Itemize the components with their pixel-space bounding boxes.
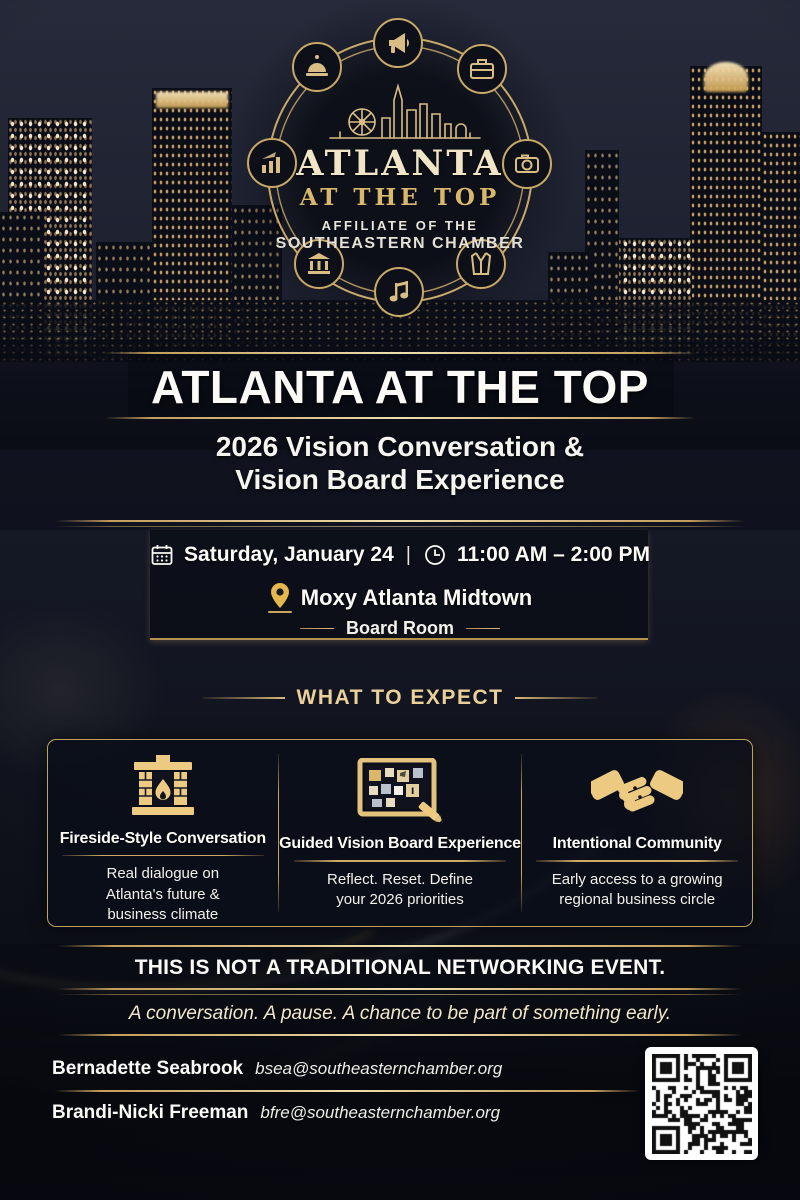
- svg-text:I: I: [411, 787, 414, 797]
- expect-panel: Fireside-Style Conversation Real dialogu…: [47, 739, 753, 927]
- expect-item-title: Guided Vision Board Experience: [279, 835, 521, 852]
- panel-divider: [277, 754, 280, 912]
- contact-name: Brandi-Nicki Freeman: [52, 1102, 249, 1123]
- event-date: Saturday, January 24: [184, 543, 394, 566]
- expect-item-title: Fireside-Style Conversation: [59, 829, 266, 847]
- handshake-icon: [591, 753, 684, 829]
- fireplace-icon: [127, 753, 199, 824]
- divider-line: [56, 526, 744, 527]
- subtitle-line2: Vision Board Experience: [235, 464, 565, 496]
- panel-divider: [520, 754, 523, 912]
- what-to-expect-heading: WHAT TO EXPECT: [0, 686, 800, 710]
- building-crown: [704, 62, 748, 92]
- bank-icon: [294, 239, 344, 289]
- title-underline: [61, 854, 264, 856]
- location-pin-icon: [267, 582, 292, 613]
- badge-affiliate-line2: SOUTHEASTERN CHAMBER: [275, 235, 525, 253]
- clock-icon: [425, 545, 445, 565]
- calendar-icon: [151, 545, 173, 565]
- venue-row: Moxy Atlanta Midtown: [0, 582, 800, 613]
- title-underline: [536, 860, 739, 862]
- divider-line: [58, 988, 742, 990]
- qr-canvas: [651, 1053, 752, 1154]
- expect-item-description: Early access to a growing regional busin…: [551, 870, 723, 909]
- date-time-row: Saturday, January 24 | 11:00 AM – 2:00 P…: [0, 543, 800, 567]
- contact-email: bsea@southeasternchamber.org: [255, 1059, 503, 1078]
- divider-line: [56, 520, 744, 522]
- expect-item-title: Intentional Community: [552, 835, 722, 852]
- briefcase-icon: [457, 44, 507, 94]
- divider-line: [58, 994, 742, 995]
- not-networking-statement: THIS IS NOT A TRADITIONAL NETWORKING EVE…: [134, 956, 666, 979]
- badge-center: ATLANTA AT THE TOP AFFILIATE OF THE SOUT…: [250, 80, 550, 253]
- contact-name: Bernadette Seabrook: [52, 1058, 244, 1079]
- statement-band: [0, 944, 800, 1038]
- badge-brand-bottom: AT THE TOP: [299, 184, 501, 211]
- heading-line-left: [202, 697, 285, 699]
- dash-decoration: [466, 627, 500, 630]
- event-subtitle: 2026 Vision Conversation & Vision Board …: [0, 430, 800, 496]
- contact-row: Bernadette Seabrook bsea@southeasterncha…: [52, 1058, 502, 1080]
- chamber-logo-badge: ATLANTA AT THE TOP AFFILIATE OF THE SOUT…: [225, 0, 575, 345]
- megaphone-icon: [373, 18, 423, 68]
- room-name: Board Room: [346, 618, 454, 638]
- expect-item-fireside: Fireside-Style Conversation Real dialogu…: [48, 740, 278, 926]
- title-band-core: [128, 354, 674, 418]
- bar-chart-icon: [247, 138, 297, 188]
- divider-line: [58, 945, 742, 947]
- contact-divider-line: [54, 1090, 640, 1092]
- badge-brand-top: ATLANTA: [296, 143, 504, 184]
- venue-name: Moxy Atlanta Midtown: [300, 584, 533, 610]
- divider-line: [58, 1034, 742, 1036]
- room-row: Board Room: [0, 618, 800, 639]
- skyline-icon: [329, 83, 481, 139]
- expect-item-community: Intentional Community Early access to a …: [522, 740, 752, 926]
- camera-icon: [502, 139, 552, 189]
- divider-line: [104, 417, 696, 419]
- qr-code: [645, 1047, 758, 1160]
- dome-icon: [292, 42, 342, 92]
- pin-underline: [267, 611, 292, 613]
- event-tagline: A conversation. A pause. A chance to be …: [128, 1003, 672, 1024]
- contact-email: bfre@southeasternchamber.org: [260, 1103, 501, 1122]
- subtitle-line1: 2026 Vision Conversation &: [215, 431, 585, 462]
- heading-line-right: [515, 697, 598, 699]
- building-crown: [156, 92, 228, 108]
- dash-decoration: [300, 627, 334, 630]
- expect-item-description: Reflect. Reset. Define your 2026 priorit…: [327, 870, 473, 909]
- event-title: ATLANTA AT THE TOP: [151, 361, 649, 413]
- contact-row: Brandi-Nicki Freeman bfre@southeasternch…: [52, 1102, 500, 1124]
- event-time: 11:00 AM – 2:00 PM: [456, 543, 650, 566]
- vision-board-icon: I: [356, 753, 444, 829]
- suit-icon: [456, 239, 506, 289]
- expect-item-description: Real dialogue on Atlanta's future & busi…: [105, 864, 220, 924]
- what-to-expect-label: WHAT TO EXPECT: [296, 686, 504, 709]
- date-time-separator: |: [405, 543, 411, 566]
- badge-affiliate-line1: AFFILIATE OF THE: [321, 218, 479, 234]
- expect-item-vision-board: I Guided Vision Board Experience Reflect…: [279, 740, 521, 926]
- music-note-icon: [374, 267, 424, 317]
- date-box: [150, 530, 648, 640]
- divider-line: [104, 352, 696, 354]
- title-underline: [294, 860, 506, 862]
